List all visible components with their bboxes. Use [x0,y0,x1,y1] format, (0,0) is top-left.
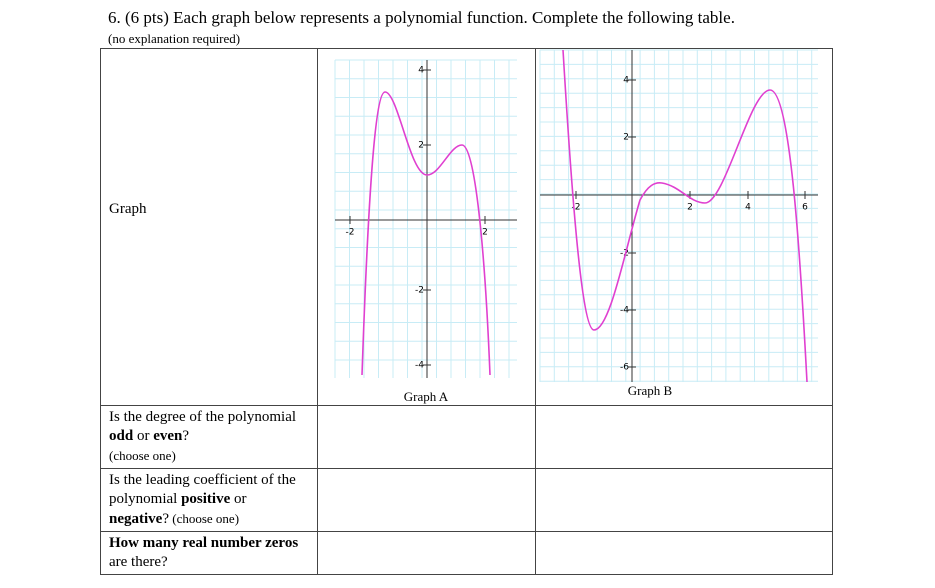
label-text: Is the degree of the polynomial [109,409,297,425]
label-text: ? [182,428,190,444]
answer-cell[interactable] [535,468,833,532]
row-label: Is the leading coefficient of the polyno… [100,468,318,532]
answer-cell[interactable] [317,405,536,469]
graph-cell [535,48,833,406]
label-text: odd [109,428,134,444]
table-row: Is the degree of the polynomial odd or e… [100,405,833,469]
label-text: ? [162,511,169,527]
label-text: or [133,428,154,444]
label-text: even [153,428,183,444]
label-text: negative [109,511,163,527]
label-text: How many real number zeros [109,535,299,551]
label-text: or [230,491,247,507]
row-label: Graph [100,48,318,406]
table-row: How many real number zeros are there? [100,531,833,575]
label-text: are there? [109,554,168,570]
label-text: Is the leading coefficient of the polyno… [109,472,296,507]
answer-cell[interactable] [317,531,536,575]
graph-row: Graph [100,48,833,406]
graph-cell [317,48,536,406]
row-label: How many real number zeros are there? [100,531,318,575]
table-row: Is the leading coefficient of the polyno… [100,468,833,532]
question-note: (no explanation required) [108,31,241,46]
label-text: (choose one) [109,448,176,463]
question-title: 6. (6 pts) Each graph below represents a… [108,8,735,27]
answer-cell[interactable] [535,405,833,469]
answer-cell[interactable] [317,468,536,532]
answer-table: Graph Is the degree of the polynomial od… [100,48,833,575]
label-text: positive [181,491,231,507]
label-text: (choose one) [169,511,240,526]
row-label: Is the degree of the polynomial odd or e… [100,405,318,469]
answer-cell[interactable] [535,531,833,575]
label-text: Graph [109,200,147,217]
